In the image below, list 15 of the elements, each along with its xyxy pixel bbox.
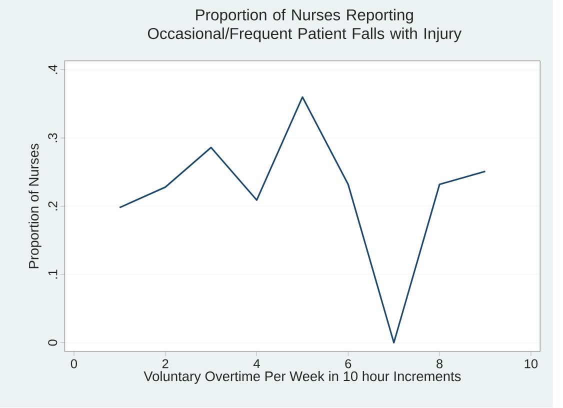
y-tick-label: .2 [48, 202, 58, 211]
line-series [118, 96, 486, 344]
x-axis-title: Voluntary Overtime Per Week in 10 hour Increments [144, 371, 461, 384]
y-axis-title: Proportion of Nurses [28, 144, 42, 268]
x-tick-label: 8 [436, 359, 443, 368]
x-tick-label: 0 [70, 359, 78, 368]
y-tick-label: .4 [48, 65, 58, 74]
y-tick-label: 0 [48, 340, 58, 346]
y-tick-label: .1 [48, 270, 58, 279]
x-tick-label: 2 [162, 359, 168, 368]
x-tick-label: 10 [524, 359, 538, 368]
x-tick-label: 4 [253, 359, 260, 368]
y-tick-label: .3 [48, 133, 58, 142]
chart-title: Proportion of Nurses Reporting Occasional/Frequent Patient Falls with Injury [148, 9, 462, 42]
x-tick-label: 6 [345, 359, 352, 368]
